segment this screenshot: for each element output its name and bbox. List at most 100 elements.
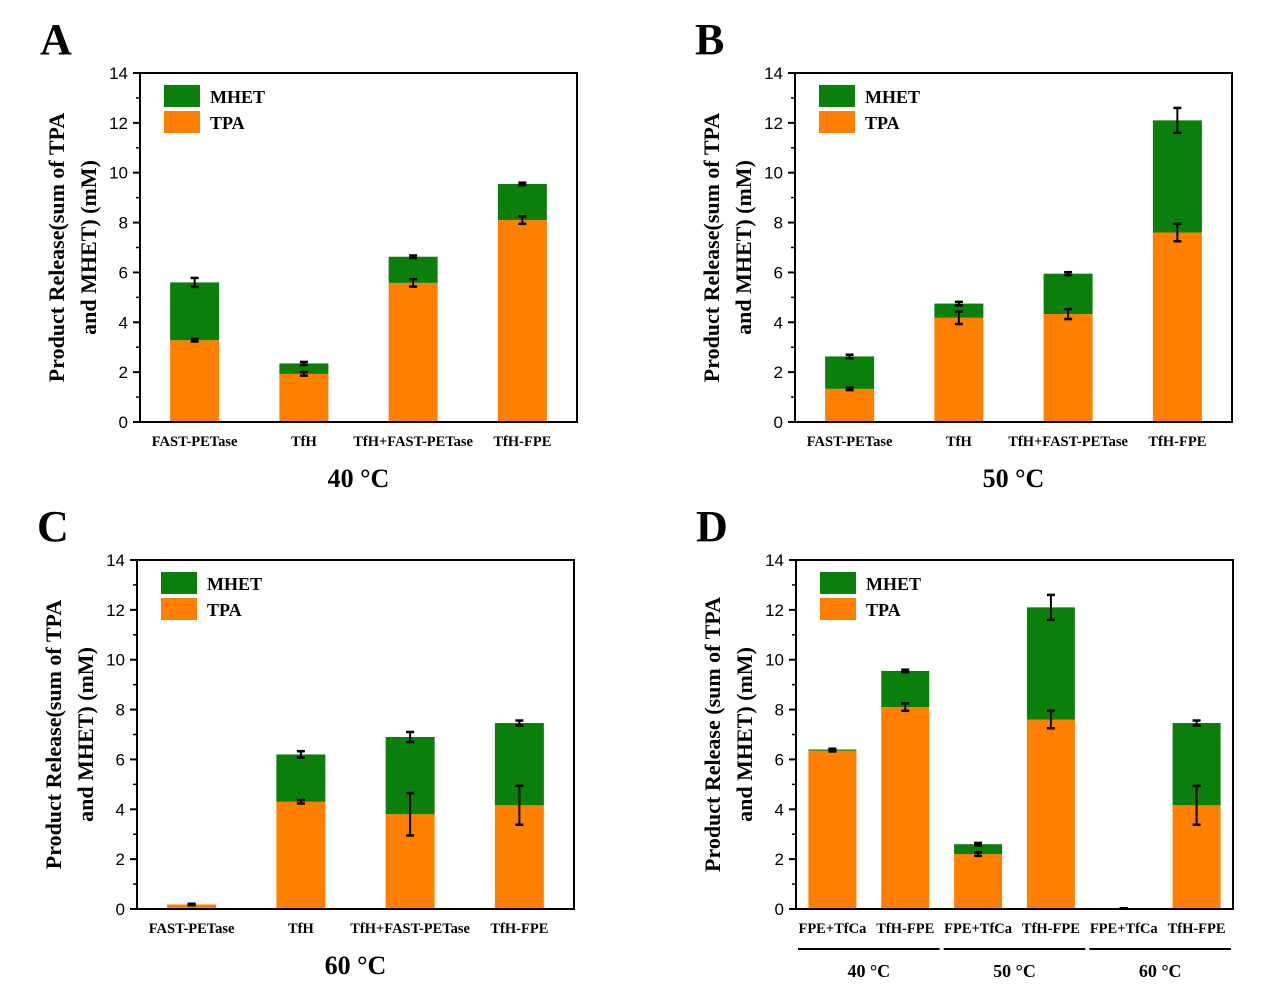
panel-letter: D	[696, 502, 728, 551]
x-category-label: FAST-PETase	[149, 921, 235, 937]
panel-a: A Product Release(sum of TPA and MHET) (mM…	[0, 0, 640, 493]
y-tick-label: 12	[109, 114, 128, 133]
plot-frame	[139, 72, 578, 423]
x-category-label: TfH-FPE	[493, 434, 551, 450]
group-label: 40 °C	[847, 961, 890, 981]
bar-tpa	[1026, 719, 1075, 909]
x-category-label: TfH+FAST-PETase	[1008, 434, 1128, 450]
x-category-label: TfH	[946, 434, 973, 450]
bar-tpa	[1043, 314, 1093, 422]
y-tick-label: 14	[765, 551, 784, 570]
y-tick-label: 2	[775, 850, 784, 869]
y-tick-label: 12	[765, 601, 784, 620]
legend-label-tpa: TPA	[866, 600, 901, 620]
y-tick-label: 4	[774, 313, 783, 332]
legend-swatch-tpa	[161, 598, 197, 620]
y-tick-label: 4	[775, 800, 784, 819]
y-tick-label: 8	[116, 701, 125, 720]
y-tick-label: 12	[764, 114, 783, 133]
x-category-label: TfH+FAST-PETase	[353, 434, 473, 450]
x-category-label: FPE+TfCa	[944, 921, 1013, 937]
y-tick-label: 14	[106, 551, 125, 570]
bar-mhet	[497, 183, 547, 221]
y-axis-label-line1: Product Release(sum of TPA	[699, 113, 724, 383]
plot-frame	[136, 559, 575, 910]
x-category-label: TfH-FPE	[1022, 921, 1080, 937]
y-tick-label: 10	[106, 651, 125, 670]
legend-label-tpa: TPA	[207, 600, 242, 620]
x-axis-temperature-label: 50 °C	[983, 464, 1045, 493]
y-axis-label-line1: Product Release(sum of TPA	[44, 113, 69, 383]
legend-swatch-mhet	[161, 572, 197, 594]
bar-tpa	[954, 854, 1003, 909]
bar-mhet	[1026, 607, 1075, 720]
plot-frame	[795, 559, 1234, 910]
y-tick-label: 6	[116, 750, 125, 769]
panel-letter: B	[695, 15, 724, 64]
bar-mhet	[1043, 273, 1093, 315]
panel-letter: C	[37, 502, 69, 551]
y-tick-label: 6	[774, 263, 783, 282]
x-axis-temperature-label: 60 °C	[325, 951, 387, 980]
chart-a-svg: A Product Release(sum of TPA and MHET) (mM…	[40, 15, 578, 493]
y-tick-label: 2	[119, 363, 128, 382]
panel-b: B Product Release(sum of TPA and MHET) (mM…	[655, 0, 1280, 493]
bar-mhet	[170, 282, 220, 341]
y-tick-label: 6	[119, 263, 128, 282]
bar-tpa	[1152, 232, 1202, 422]
y-tick-label: 10	[109, 164, 128, 183]
y-tick-label: 2	[116, 850, 125, 869]
y-tick-label: 10	[764, 164, 783, 183]
legend-label-mhet: MHET	[865, 87, 920, 107]
y-axis-label-line2: and MHET) (mM)	[732, 647, 757, 822]
x-category-label: FPE+TfCa	[798, 921, 867, 937]
bar-tpa	[388, 282, 438, 422]
legend-swatch-mhet	[819, 85, 855, 107]
legend-label-tpa: TPA	[210, 113, 245, 133]
x-category-label: TfH	[288, 921, 315, 937]
x-category-label: FAST-PETase	[152, 434, 238, 450]
bar-tpa	[825, 388, 875, 422]
y-tick-label: 0	[774, 413, 783, 432]
y-tick-label: 10	[765, 651, 784, 670]
y-tick-label: 0	[775, 900, 784, 919]
bar-tpa	[170, 340, 220, 422]
x-category-label: TfH+FAST-PETase	[350, 921, 470, 937]
y-tick-label: 0	[119, 413, 128, 432]
bar-mhet	[1152, 120, 1202, 233]
x-category-label: TfH	[291, 434, 318, 450]
x-category-label: FPE+TfCa	[1090, 921, 1159, 937]
bar-tpa	[808, 750, 857, 909]
bar-tpa	[497, 220, 547, 422]
y-tick-label: 12	[106, 601, 125, 620]
legend-label-tpa: TPA	[865, 113, 900, 133]
legend-swatch-mhet	[820, 572, 856, 594]
panel-c: C Product Release(sum of TPA and MHET) (mM…	[0, 487, 637, 980]
y-tick-label: 8	[119, 214, 128, 233]
y-tick-label: 4	[116, 800, 125, 819]
y-tick-label: 8	[775, 701, 784, 720]
x-category-label: TfH-FPE	[1148, 434, 1206, 450]
bar-mhet	[954, 844, 1003, 855]
bar-mhet	[276, 754, 326, 802]
bar-mhet	[279, 363, 329, 374]
x-category-label: TfH-FPE	[876, 921, 934, 937]
y-axis-label-line1: Product Release (sum of TPA	[700, 597, 725, 872]
x-category-label: TfH-FPE	[490, 921, 548, 937]
chart-b-svg: B Product Release(sum of TPA and MHET) (mM…	[695, 15, 1233, 493]
panel-d: D Product Release (sum of TPA and MHET) (m…	[656, 487, 1280, 981]
y-tick-label: 8	[774, 214, 783, 233]
legend-label-mhet: MHET	[866, 574, 921, 594]
x-category-label: FAST-PETase	[807, 434, 893, 450]
chart-d-svg: D Product Release (sum of TPA and MHET) (m…	[696, 502, 1234, 981]
legend-swatch-mhet	[164, 85, 200, 107]
plot-frame	[794, 72, 1233, 423]
y-tick-label: 14	[109, 64, 128, 83]
legend-label-mhet: MHET	[207, 574, 262, 594]
y-tick-label: 14	[764, 64, 783, 83]
y-axis-label-line2: and MHET) (mM)	[73, 647, 98, 822]
bar-tpa	[279, 373, 329, 422]
group-label: 50 °C	[993, 961, 1036, 981]
y-tick-label: 4	[119, 313, 128, 332]
x-axis-temperature-label: 40 °C	[328, 464, 390, 493]
